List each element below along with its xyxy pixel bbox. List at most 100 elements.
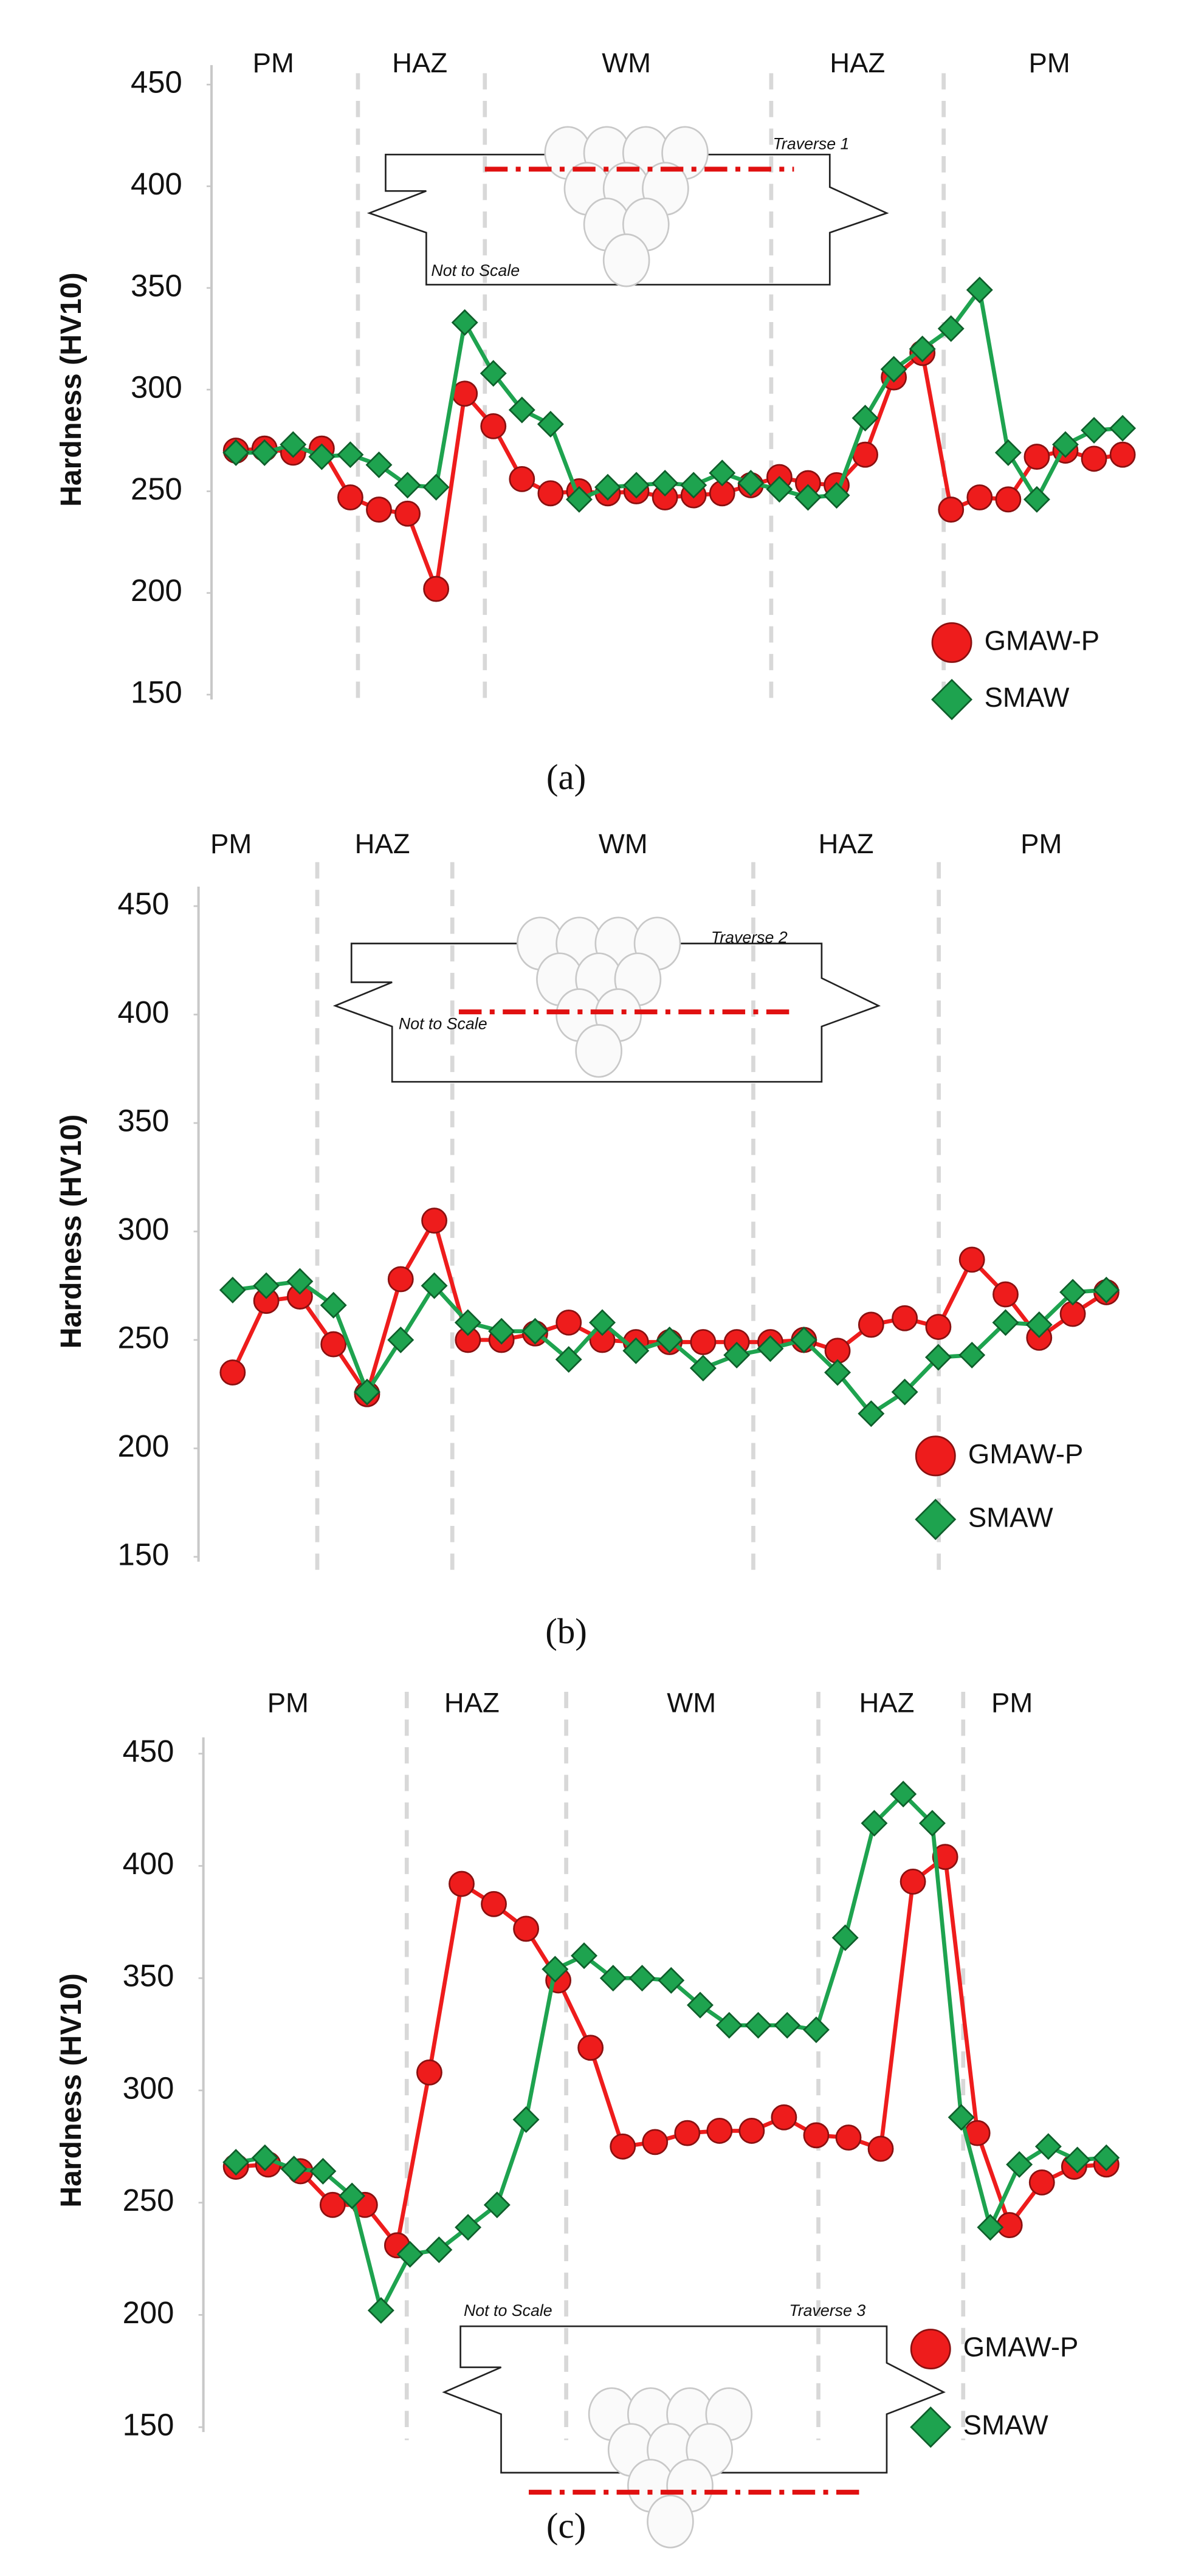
marker: [831, 1924, 859, 1951]
inset-note: Not to Scale: [399, 1015, 487, 1033]
legend-label: SMAW: [968, 1502, 1053, 1533]
marker: [966, 484, 993, 510]
legend-label: GMAW-P: [963, 2332, 1079, 2363]
marker: [1059, 1279, 1087, 1306]
y-tick-label: 150: [131, 675, 182, 710]
marker: [521, 1317, 549, 1345]
marker: [451, 309, 478, 336]
marker: [1052, 431, 1079, 458]
marker: [556, 1309, 582, 1336]
marker: [880, 355, 907, 383]
marker: [958, 1246, 985, 1273]
marker: [481, 1891, 507, 1917]
marker: [589, 1309, 616, 1336]
marker: [709, 459, 736, 487]
marker: [745, 2011, 772, 2039]
marker: [938, 496, 965, 523]
series-line: [235, 351, 1123, 591]
marker: [861, 1810, 888, 1837]
zone-label: PM: [1020, 828, 1062, 859]
marker: [723, 1341, 751, 1369]
marker: [610, 2133, 636, 2160]
marker: [337, 484, 363, 510]
marker: [802, 2016, 830, 2044]
marker: [937, 315, 965, 342]
marker: [320, 1291, 347, 1319]
zone-label: PM: [267, 1687, 309, 1718]
y-axis-label: Hardness (HV10): [55, 1115, 88, 1349]
marker: [251, 439, 278, 466]
marker: [571, 1942, 598, 1970]
marker: [1109, 441, 1136, 468]
marker: [715, 2011, 743, 2039]
y-tick-label: 300: [131, 370, 182, 405]
y-tick-label: 200: [131, 573, 182, 608]
y-tick-label: 150: [123, 2407, 174, 2442]
marker: [565, 486, 593, 513]
marker: [1081, 445, 1107, 472]
marker: [1006, 2151, 1033, 2178]
zone-label: WM: [599, 828, 648, 859]
marker: [1109, 414, 1137, 442]
marker: [512, 2106, 540, 2133]
panel: 150 200 250 300 350 400 450 Hardness (HV10) PM HA…: [55, 1687, 1120, 2549]
y-tick-label: 450: [118, 887, 170, 921]
marker: [599, 1965, 627, 1992]
marker: [286, 1268, 314, 1295]
marker: [387, 1326, 415, 1353]
legend-marker: [915, 1435, 956, 1477]
marker: [1023, 444, 1050, 470]
weld-bead: [575, 1024, 622, 1078]
marker: [354, 1378, 380, 1406]
marker: [977, 2214, 1004, 2241]
marker: [774, 2011, 801, 2039]
marker: [652, 470, 679, 497]
zone-label: HAZ: [859, 1687, 914, 1718]
marker: [449, 1870, 475, 1897]
marker: [1093, 2144, 1120, 2171]
marker: [924, 1344, 952, 1371]
marker: [423, 575, 450, 602]
y-tick-label: 200: [123, 2295, 174, 2330]
panel: 150 200 250 300 350 400 450 Hardness (HV10) PM HA…: [55, 47, 1137, 797]
marker: [992, 1309, 1019, 1336]
marker: [396, 2241, 424, 2268]
legend-label: GMAW-P: [985, 625, 1100, 656]
legend-marker: [910, 2406, 952, 2448]
marker: [706, 2118, 733, 2144]
y-axis-label: Hardness (HV10): [55, 272, 88, 507]
inset-note: Traverse 1: [773, 134, 850, 153]
marker: [966, 276, 993, 304]
series-line: [235, 1855, 1107, 2248]
marker: [790, 1326, 817, 1353]
marker: [628, 1965, 656, 1992]
y-tick-label: 300: [123, 2070, 174, 2105]
marker: [555, 1346, 582, 1373]
marker: [219, 1359, 246, 1386]
marker: [280, 2155, 308, 2183]
legend-marker: [931, 622, 972, 663]
marker: [280, 431, 307, 458]
marker: [452, 380, 478, 407]
marker: [320, 1331, 347, 1358]
marker: [416, 2059, 442, 2086]
marker: [455, 2214, 482, 2241]
zone-label: PM: [991, 1687, 1033, 1718]
marker: [909, 335, 936, 363]
y-tick-label: 400: [123, 1846, 174, 1881]
y-tick-label: 450: [131, 65, 182, 100]
marker: [623, 472, 650, 499]
y-tick-label: 350: [131, 268, 182, 303]
marker: [622, 1337, 650, 1364]
y-tick-label: 400: [118, 995, 170, 1029]
marker: [794, 484, 822, 511]
marker: [422, 473, 450, 501]
y-tick-label: 300: [118, 1212, 170, 1246]
y-tick-label: 250: [123, 2183, 174, 2217]
zone-label: HAZ: [355, 828, 410, 859]
marker: [480, 413, 507, 439]
marker: [656, 1326, 683, 1353]
marker: [421, 1272, 448, 1299]
marker: [867, 2135, 894, 2162]
